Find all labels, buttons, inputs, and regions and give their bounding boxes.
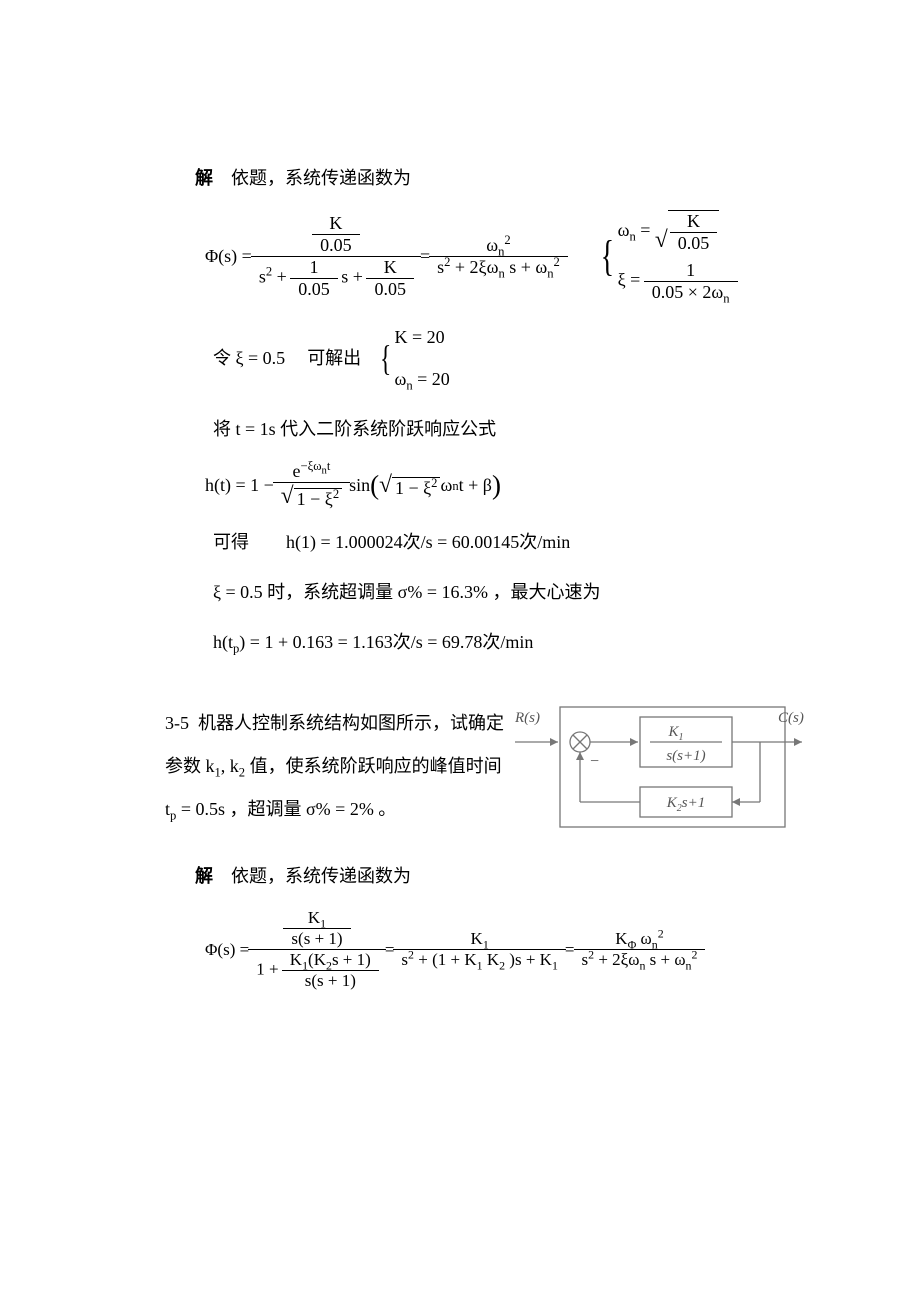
solution-1-header: 解 依题，系统传递函数为 [195, 160, 805, 196]
overshoot-line: ξ = 0.5 时，系统超调量 σ% = 16.3% ，最大心速为 [213, 574, 805, 610]
equation-ht: h(t) = 1 − e−ξωnt √ 1 − ξ2 sin ( √ 1 − ξ… [205, 461, 805, 510]
solution-2-header: 解 依题，系统传递函数为 [195, 858, 805, 894]
problem-number: 3-5 [165, 713, 189, 733]
sol-label: 解 [195, 866, 213, 886]
result-h1: 可得 h(1) = 1.000024次/s = 60.00145次/min [213, 524, 805, 560]
sol-text: 依题，系统传递函数为 [231, 168, 411, 188]
equation-phi-s-2: Φ(s) = K1 s(s + 1) 1 + K1(K2s + 1) s(s +… [205, 908, 805, 991]
let-xi-line: 令 ξ = 0.5 可解出 { K = 20 ωn = 20 [213, 319, 805, 397]
equation-phi-s: Φ(s) = K 0.05 s2 + 1 0.05 s + [205, 210, 805, 303]
substitute-line: 将 t = 1s 代入二阶系统阶跃响应公式 [213, 411, 805, 447]
svg-text:C(s): C(s) [778, 710, 804, 726]
problem-3-5: R(s) K1 [165, 702, 805, 852]
svg-text:s(s+1): s(s+1) [666, 748, 705, 764]
block-diagram: R(s) K1 [510, 702, 805, 832]
sol-text: 依题，系统传递函数为 [231, 866, 411, 886]
svg-text:R(s): R(s) [514, 710, 540, 726]
max-rate-line: h(tp) = 1 + 0.163 = 1.163次/s = 69.78次/mi… [213, 624, 805, 660]
sol-label: 解 [195, 168, 213, 188]
svg-text:−: − [590, 753, 599, 770]
